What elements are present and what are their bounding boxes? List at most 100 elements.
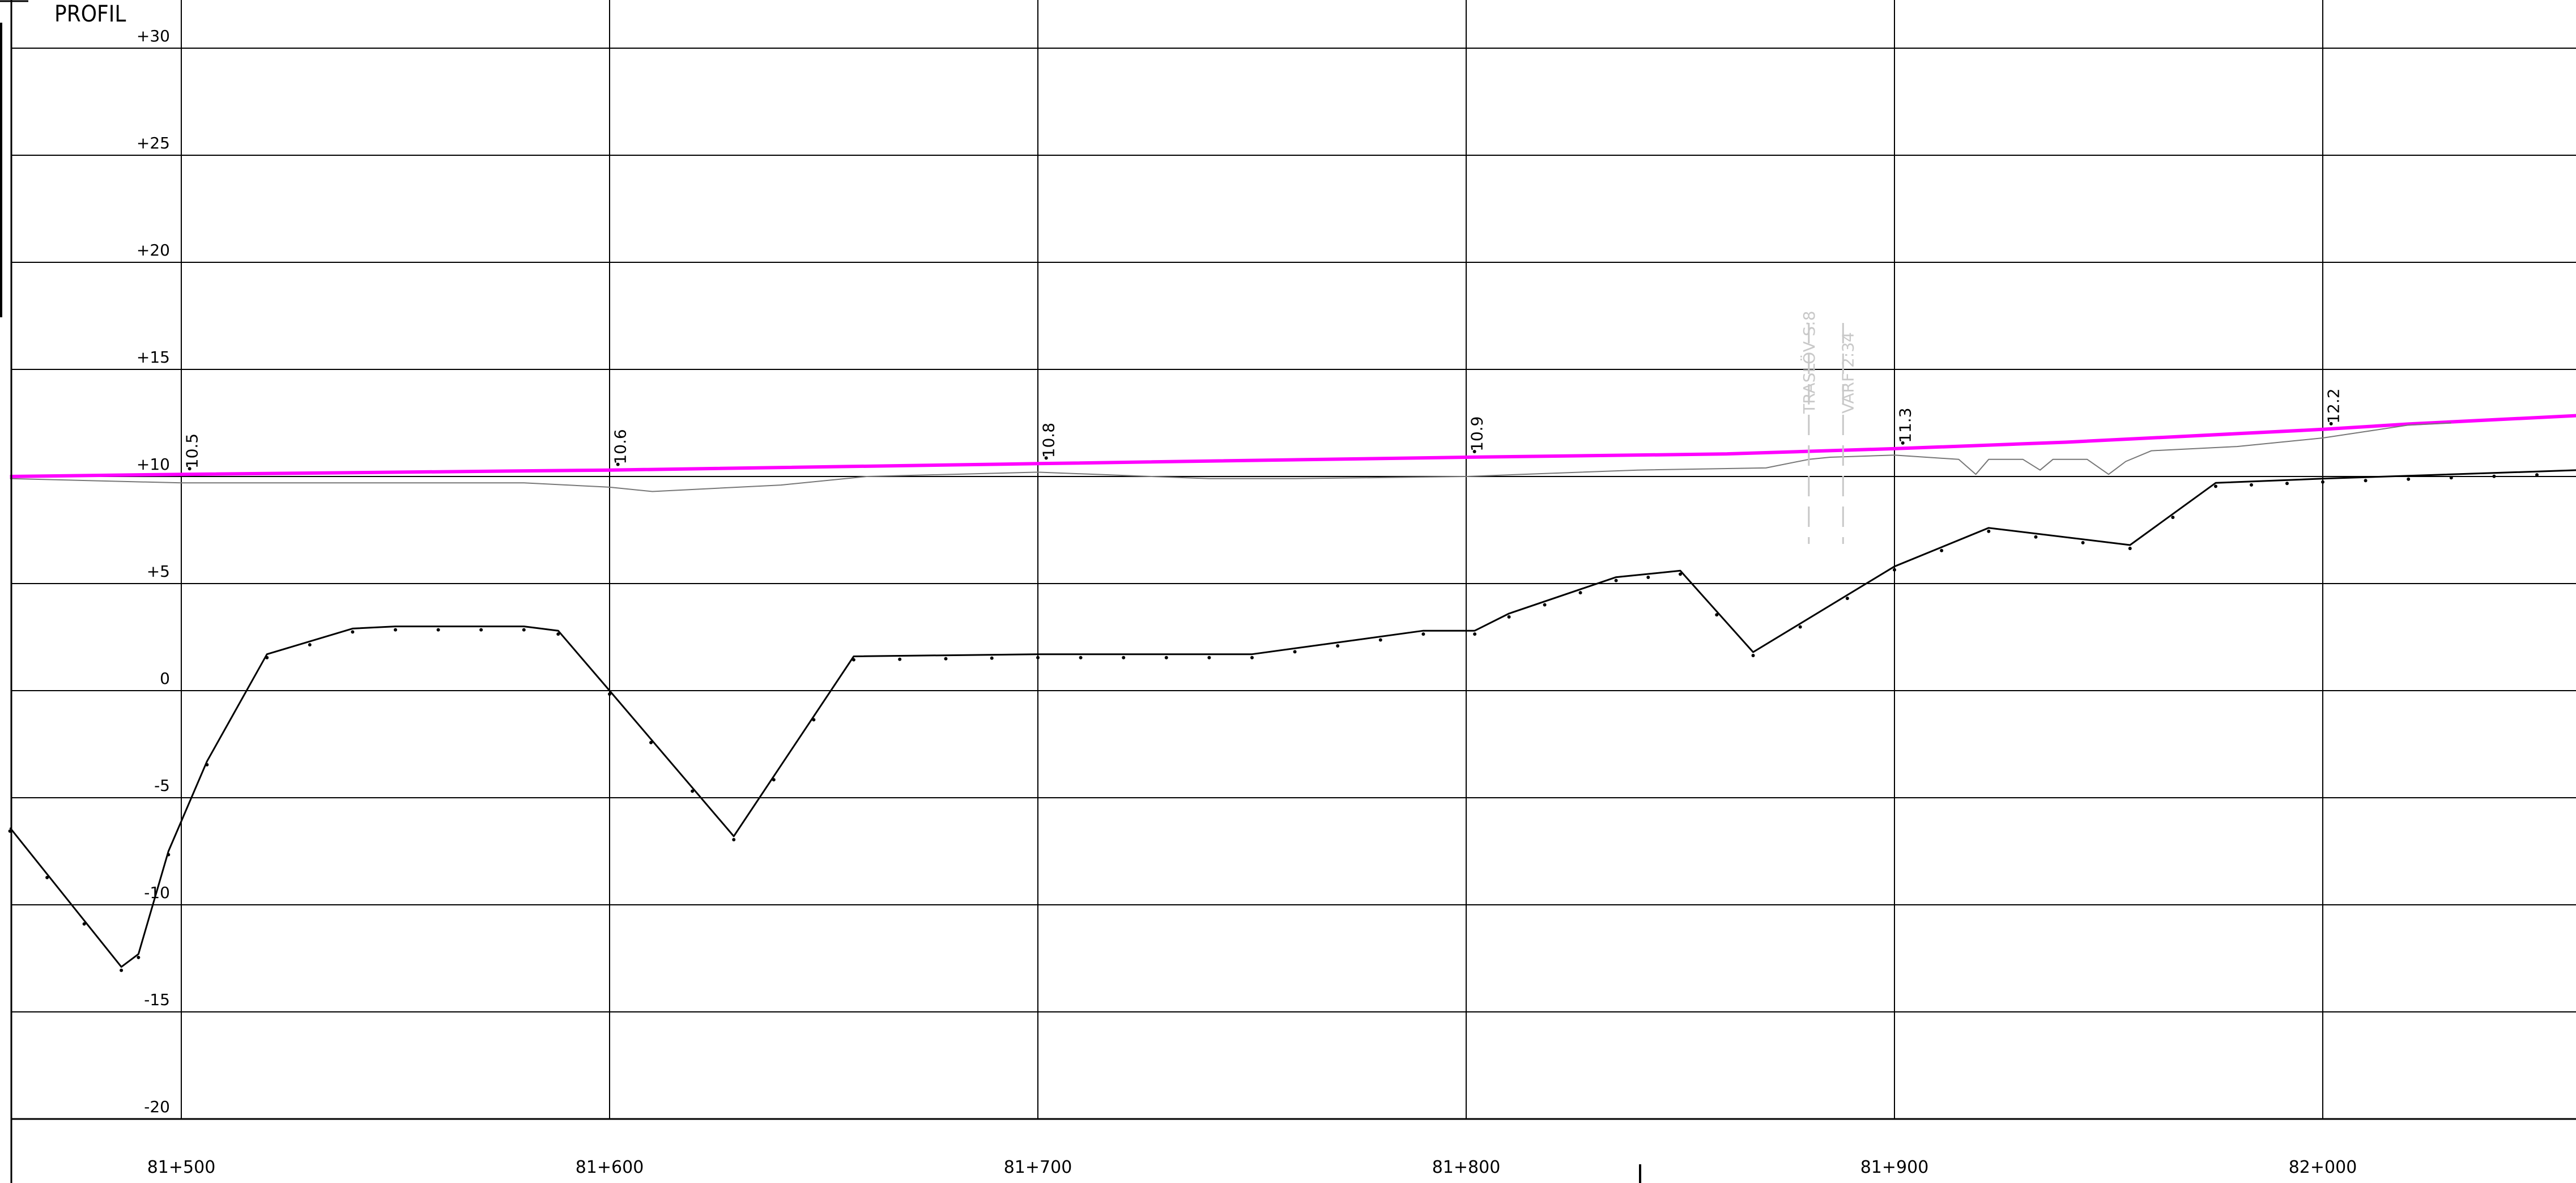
seabed-point-marker: [308, 643, 312, 647]
seabed-point-marker: [2250, 483, 2253, 487]
seabed-point-marker: [851, 658, 855, 662]
seabed-point-marker: [2214, 484, 2217, 488]
station-label: 10.5: [183, 433, 202, 469]
y-tick-label: -20: [144, 1097, 170, 1116]
seabed-point-marker: [1614, 578, 1618, 582]
station-marker: [616, 462, 620, 466]
seabed-point-marker: [990, 656, 994, 660]
seabed-point-marker: [1987, 529, 1991, 533]
seabed-point-marker: [167, 853, 171, 857]
seabed-point-marker: [1715, 613, 1719, 617]
y-tick-label: +25: [137, 134, 170, 152]
annotation-label: TRASLÖV S:8: [1799, 310, 1819, 414]
seabed-point-marker: [2449, 476, 2453, 480]
terrain-line: [10, 422, 2451, 492]
seabed-point-marker: [45, 875, 49, 879]
seabed-point-marker: [1378, 638, 1382, 642]
y-tick-label: +10: [137, 455, 170, 474]
seabed-point-marker: [1079, 656, 1083, 659]
seabed-point-marker: [265, 656, 269, 659]
annotation-label: VARF 2:34: [1838, 332, 1857, 414]
x-tick-label: 81+900: [1860, 1158, 1929, 1177]
seabed-point-marker: [2285, 482, 2289, 486]
seabed-point-marker: [137, 955, 140, 959]
seabed-point-marker: [1578, 591, 1582, 595]
station-marker: [188, 467, 191, 471]
seabed-point-marker: [2034, 535, 2038, 539]
seabed-point-marker: [1507, 615, 1511, 619]
seabed-point-marker: [944, 657, 948, 661]
seabed-point-marker: [479, 628, 483, 632]
seabed-point-marker: [1250, 656, 1254, 659]
seabed-point-marker: [1336, 644, 1340, 648]
y-tick-label: +5: [147, 562, 170, 581]
station-marker: [1472, 449, 1476, 453]
seabed-point-marker: [1036, 656, 1040, 659]
seabed-point-marker: [2364, 479, 2368, 483]
seabed-point-marker: [1207, 656, 1211, 659]
station-label: 10.6: [611, 429, 630, 464]
seabed-point-marker: [394, 628, 397, 632]
station-label: 10.9: [1468, 416, 1487, 452]
station-label: 12.2: [2324, 388, 2343, 423]
seabed-point-marker: [1940, 548, 1944, 552]
x-tick-label: 81+500: [147, 1158, 216, 1177]
seabed-point-marker: [2128, 546, 2132, 550]
seabed-point-marker: [1164, 656, 1168, 659]
seabed-point-marker: [1122, 656, 1126, 659]
x-tick-label: 81+600: [576, 1158, 644, 1177]
seabed-point-marker: [120, 968, 124, 972]
seabed-line: [9, 469, 2576, 968]
labels-layer: +30 +25 +20 +15 +10 +5 0 -5 -10 -15 -20 81+500 81+60…: [137, 27, 2357, 1177]
seabed-point-marker: [1543, 603, 1547, 607]
y-tick-label: +20: [137, 241, 170, 259]
y-tick-label: +30: [137, 27, 170, 45]
y-tick-label: -5: [154, 776, 170, 795]
seabed-point-marker: [772, 778, 776, 782]
seabed-point-marker: [1893, 568, 1896, 572]
station-label: 10.8: [1040, 423, 1058, 458]
seabed-point-marker: [1751, 653, 1755, 657]
station-marker: [2329, 422, 2333, 425]
x-tick-label: 81+800: [1432, 1158, 1501, 1177]
seabed-point-marker: [1646, 575, 1650, 579]
seabed-point-marker: [1293, 650, 1297, 654]
station-label: 11.3: [1896, 408, 1915, 443]
station-marker: [1901, 441, 1905, 445]
seabed-point-marker: [1421, 632, 1425, 636]
x-tick-label: 82+000: [2289, 1158, 2357, 1177]
seabed-point-marker: [82, 922, 86, 926]
seabed-point-marker: [556, 632, 560, 636]
seabed-point-marker: [1473, 632, 1477, 636]
seabed-point-marker: [2407, 477, 2411, 481]
seabed-point-marker: [2171, 516, 2175, 520]
y-tick-label: 0: [160, 669, 170, 688]
seabed-point-marker: [2081, 541, 2085, 544]
x-tick-label: 81+700: [1004, 1158, 1072, 1177]
drawing-title: PROFIL: [54, 1, 126, 27]
seabed-point-marker: [2535, 473, 2539, 477]
seabed-point-marker: [205, 763, 209, 767]
seabed-point-marker: [2492, 474, 2496, 478]
design-line: [10, 414, 2576, 478]
seabed-point-marker: [1798, 625, 1802, 629]
seabed-point-marker: [2321, 480, 2324, 484]
y-tick-label: -15: [144, 990, 170, 1009]
seabed-point-marker: [608, 692, 611, 696]
seabed-point-marker: [898, 657, 902, 661]
seabed-point-marker: [732, 838, 736, 842]
y-tick-label: +15: [137, 348, 170, 367]
grid: [11, 0, 2576, 1120]
seabed-point-marker: [649, 741, 653, 744]
seabed-point-marker: [691, 789, 695, 793]
seabed-point-marker: [812, 718, 816, 722]
seabed-point-marker: [1845, 597, 1849, 601]
seabed-point-marker: [1679, 572, 1682, 576]
seabed-point-marker: [522, 628, 526, 632]
seabed-point-marker: [351, 630, 355, 634]
station-marker: [1044, 456, 1048, 460]
y-tick-label: -10: [144, 883, 170, 902]
seabed-point-marker: [436, 628, 440, 632]
